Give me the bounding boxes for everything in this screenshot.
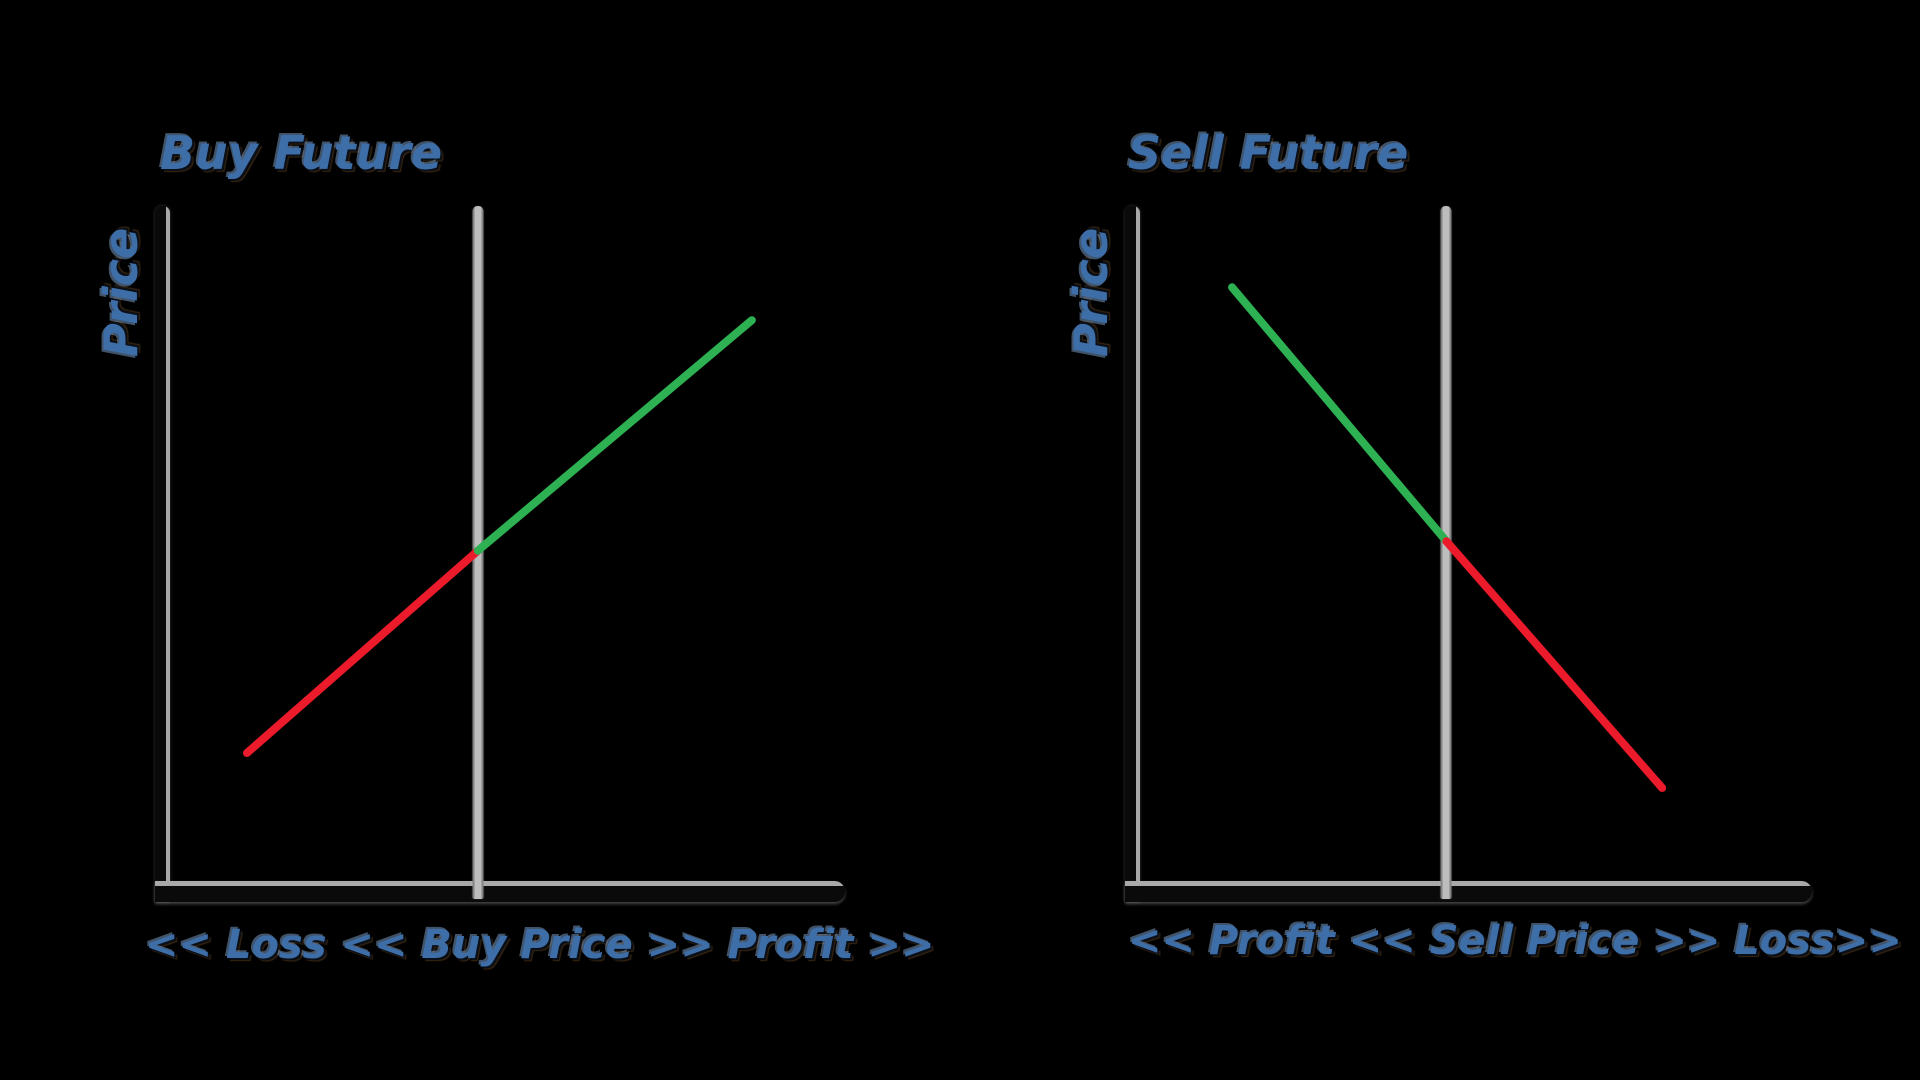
price-axis-label: Price bbox=[1064, 227, 1118, 357]
plot-area bbox=[1140, 206, 1812, 899]
plot-area bbox=[170, 206, 845, 899]
price-axis-label: Price bbox=[94, 227, 148, 357]
sell-price-line bbox=[1440, 206, 1452, 899]
x-axis-line bbox=[1125, 881, 1812, 902]
y-axis-line bbox=[1125, 206, 1140, 902]
y-axis-line bbox=[155, 206, 170, 902]
profit-segment-line bbox=[1232, 287, 1446, 541]
loss-segment-line bbox=[247, 551, 478, 753]
chart-title: Buy Future bbox=[160, 126, 443, 180]
x-axis-caption: << Loss << Buy Price >> Profit >> bbox=[145, 922, 935, 968]
payoff-line-svg bbox=[170, 208, 845, 880]
loss-segment-line bbox=[1446, 541, 1662, 788]
x-axis-line bbox=[155, 881, 845, 902]
payoff-line-svg bbox=[1140, 208, 1812, 880]
profit-segment-line bbox=[478, 320, 752, 550]
chart-title: Sell Future bbox=[1128, 126, 1409, 180]
x-axis-caption: << Profit << Sell Price >> Loss>> bbox=[1128, 918, 1902, 964]
